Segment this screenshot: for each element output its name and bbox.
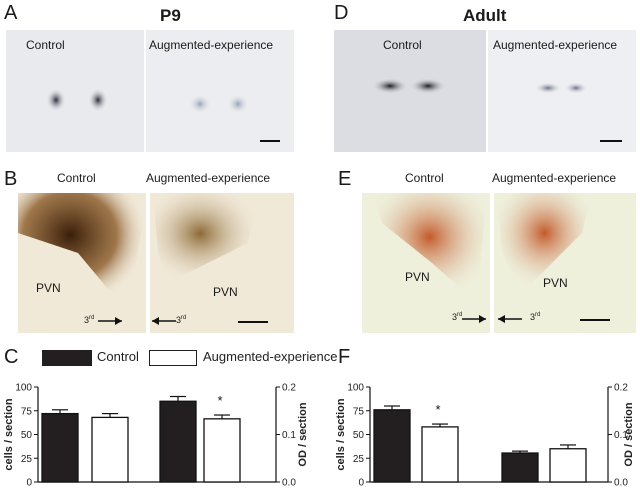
panel-e-image bbox=[362, 193, 636, 333]
panel-d-control-image bbox=[334, 30, 486, 152]
panel-letter-f: F bbox=[338, 346, 351, 368]
panel-letter-e: E bbox=[338, 168, 352, 190]
panel-b-pvn-right: PVN bbox=[213, 285, 238, 299]
panel-letter-c: C bbox=[4, 346, 19, 368]
chart-c-right-tick-label: 0.0 bbox=[282, 478, 296, 488]
chart-c-left-tick-label: 25 bbox=[21, 454, 33, 465]
panel-e-control-label: Control bbox=[405, 171, 444, 185]
chart-f-left-tick-label: 25 bbox=[353, 454, 365, 465]
chart-c-left-tick-label: 75 bbox=[21, 406, 33, 417]
chart-f-right-tick-label: 0.0 bbox=[614, 478, 628, 488]
chart-c-left-tick-label: 100 bbox=[15, 383, 32, 394]
legend-augmented-swatch bbox=[149, 350, 197, 366]
panel-letter-a: A bbox=[4, 2, 18, 24]
chart-c-significance-0: * bbox=[217, 393, 222, 408]
title-p9: P9 bbox=[160, 6, 181, 25]
chart-c-right-tick-label: 0.2 bbox=[282, 383, 296, 394]
title-adult: Adult bbox=[463, 6, 507, 25]
legend-control-swatch bbox=[42, 350, 92, 366]
panel-e-pvn-left: PVN bbox=[405, 270, 430, 284]
chart-c-bar-0-0 bbox=[41, 412, 79, 483]
panel-b-third-right: 3rd bbox=[176, 315, 187, 325]
chart-f-bar-1-1 bbox=[549, 448, 587, 483]
panel-letter-b: B bbox=[4, 168, 18, 190]
chart-f-right-tick-label: 0.2 bbox=[614, 383, 628, 394]
chart-f-left-tick-label: 100 bbox=[347, 383, 364, 394]
chart-f-ylabel-left: cells / section bbox=[335, 398, 347, 470]
panel-d-augmented-image bbox=[488, 30, 636, 152]
chart-f: 0 25 50 75 100 0.0 0.1 0.2 cells / section OD / s… bbox=[335, 383, 635, 488]
panel-b-pvn-left: PVN bbox=[36, 281, 61, 295]
chart-c: 0 25 50 75 100 0.0 0.1 0.2 cells / section OD / s… bbox=[3, 383, 309, 488]
panel-a-augmented-image bbox=[146, 30, 294, 152]
panel-e-third-right: 3rd bbox=[530, 312, 541, 322]
panel-letter-d: D bbox=[334, 2, 349, 24]
panel-e-third-left: 3rd bbox=[452, 312, 463, 322]
chart-f-bar-1-0 bbox=[501, 452, 539, 483]
panel-b-image bbox=[18, 193, 294, 333]
chart-c-left-tick-label: 0 bbox=[26, 478, 32, 488]
panel-d-control-label: Control bbox=[383, 38, 422, 52]
chart-c-bar-1-1 bbox=[203, 418, 241, 483]
legend-augmented-label: Augmented-experience bbox=[203, 349, 338, 364]
panel-e-augmented-label: Augmented-experience bbox=[492, 171, 617, 185]
chart-f-left-tick-label: 50 bbox=[353, 430, 365, 441]
panel-a-control-label: Control bbox=[26, 38, 65, 52]
legend-control-label: Control bbox=[97, 349, 139, 364]
chart-c-right-tick-label: 0.1 bbox=[282, 430, 296, 441]
panel-b-control-label: Control bbox=[57, 171, 96, 185]
chart-c-ylabel-left: cells / section bbox=[3, 398, 15, 470]
panel-e-pvn-right: PVN bbox=[543, 276, 568, 290]
panel-b-third-left: 3rd bbox=[84, 315, 95, 325]
chart-f-left-tick-label: 0 bbox=[358, 478, 364, 488]
panel-a-augmented-label: Augmented-experience bbox=[149, 38, 274, 52]
chart-c-bar-0-1 bbox=[91, 416, 129, 483]
chart-c-left-tick-label: 50 bbox=[21, 430, 33, 441]
panel-b-augmented-label: Augmented-experience bbox=[146, 171, 271, 185]
chart-f-right-tick-label: 0.1 bbox=[614, 430, 628, 441]
chart-f-left-tick-label: 75 bbox=[353, 406, 365, 417]
panel-d-augmented-label: Augmented-experience bbox=[493, 38, 618, 52]
chart-f-ylabel-right: OD / section bbox=[623, 402, 635, 466]
chart-f-bar-0-1 bbox=[421, 426, 459, 483]
chart-f-bar-0-0 bbox=[373, 409, 411, 483]
chart-f-significance-0: * bbox=[435, 402, 440, 417]
chart-c-bar-1-0 bbox=[159, 400, 197, 483]
panel-a-control-image bbox=[6, 30, 144, 152]
chart-c-ylabel-right: OD / section bbox=[297, 402, 309, 466]
